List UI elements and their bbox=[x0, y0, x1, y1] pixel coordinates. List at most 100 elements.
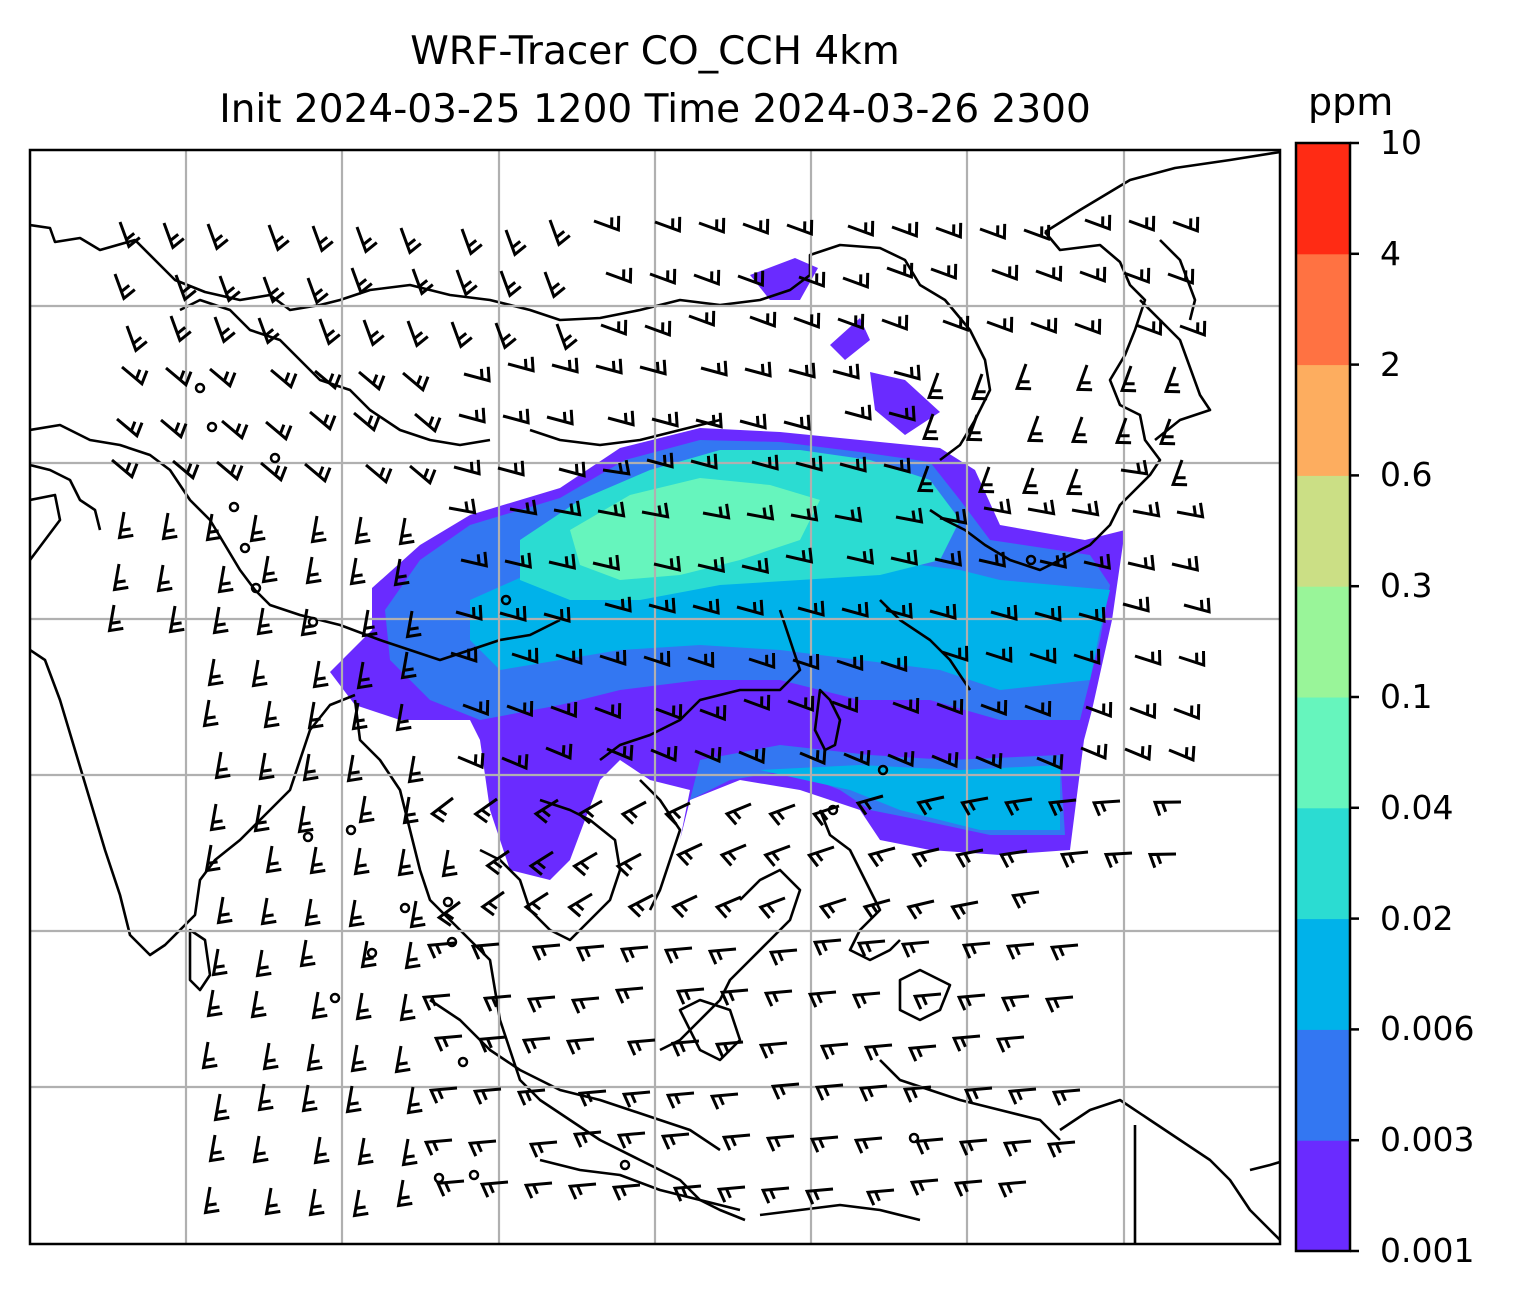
wind-barb bbox=[558, 461, 586, 478]
wind-barb bbox=[448, 498, 477, 515]
wind-barb bbox=[499, 605, 527, 623]
wind-barb bbox=[844, 404, 872, 421]
colorbar-tick-label: 10 bbox=[1380, 123, 1422, 162]
wind-barb bbox=[709, 1092, 739, 1110]
wind-barb bbox=[161, 512, 178, 541]
wind-barb bbox=[1027, 499, 1056, 516]
wind-barb bbox=[265, 420, 293, 442]
wind-barb bbox=[716, 1185, 746, 1203]
wind-barb bbox=[570, 996, 600, 1014]
wind-barb bbox=[592, 554, 621, 571]
wind-barb bbox=[721, 1133, 751, 1151]
wind-barb bbox=[831, 696, 859, 714]
wind-barb bbox=[890, 549, 919, 566]
wind-barb bbox=[594, 703, 622, 720]
wind-barb bbox=[470, 942, 500, 960]
wind-barb bbox=[970, 373, 988, 401]
wind-barb bbox=[1000, 994, 1030, 1012]
wind-barb bbox=[202, 699, 219, 728]
wind-barb bbox=[886, 262, 914, 280]
wind-barb bbox=[504, 229, 527, 257]
wind-barb bbox=[620, 800, 647, 825]
wind-barb bbox=[602, 459, 631, 476]
wind-barb bbox=[436, 900, 461, 927]
chart-title-line-2: Init 2024-03-25 1200 Time 2024-03-26 230… bbox=[219, 87, 1091, 132]
wind-barb bbox=[1078, 607, 1106, 624]
wind-barb bbox=[916, 795, 945, 816]
wind-barb bbox=[1173, 704, 1201, 721]
wind-barb bbox=[311, 991, 328, 1020]
wind-barb bbox=[1026, 415, 1044, 443]
wind-barb bbox=[1044, 995, 1074, 1013]
wind-barb bbox=[572, 1130, 602, 1148]
wind-barb bbox=[960, 796, 989, 816]
wind-barb bbox=[156, 564, 173, 593]
wind-barb bbox=[213, 316, 236, 344]
calm-wind-circle bbox=[307, 616, 319, 628]
wind-barb bbox=[929, 603, 957, 621]
wind-barb bbox=[1179, 320, 1207, 338]
wind-barb bbox=[545, 743, 573, 761]
wind-barb bbox=[690, 453, 718, 470]
wind-barb bbox=[350, 1044, 367, 1073]
wind-barb bbox=[627, 893, 654, 918]
wind-barb bbox=[643, 650, 671, 668]
calm-wind-circle bbox=[329, 992, 341, 1004]
wind-barb bbox=[577, 1089, 607, 1107]
wind-barb bbox=[1122, 596, 1150, 613]
wind-barb bbox=[616, 1131, 646, 1149]
wind-barb bbox=[1176, 502, 1205, 519]
calm-wind-circle bbox=[500, 594, 512, 606]
wind-barb bbox=[749, 311, 777, 329]
wind-barb bbox=[695, 412, 723, 429]
colorbar-tick-label: 0.6 bbox=[1380, 455, 1433, 495]
wind-barb bbox=[206, 989, 223, 1018]
wind-barb bbox=[644, 320, 672, 338]
wind-barb bbox=[895, 507, 924, 524]
wind-barb bbox=[1039, 552, 1068, 569]
wind-barb bbox=[353, 411, 381, 433]
wind-barb bbox=[426, 941, 456, 959]
wind-barb bbox=[1158, 418, 1176, 446]
wind-barb bbox=[663, 946, 693, 964]
wind-barb bbox=[650, 745, 678, 763]
wind-barb bbox=[606, 744, 634, 762]
wind-barb bbox=[429, 796, 454, 823]
wind-barb bbox=[460, 551, 489, 568]
wind-barb bbox=[793, 312, 821, 330]
wind-barb bbox=[473, 797, 498, 824]
wind-barb bbox=[435, 1179, 465, 1197]
wind-barb bbox=[1083, 553, 1112, 570]
colorbar-segment bbox=[1296, 697, 1350, 809]
wind-barb bbox=[998, 849, 1028, 868]
wind-barb bbox=[856, 939, 886, 957]
wind-barb bbox=[1035, 265, 1063, 283]
wind-barb bbox=[263, 700, 280, 729]
wind-barb bbox=[881, 314, 909, 332]
wind-barb bbox=[567, 1182, 597, 1200]
wind-barb bbox=[311, 225, 334, 253]
wind-barb bbox=[523, 891, 549, 917]
wind-barb bbox=[553, 500, 582, 517]
wind-barb bbox=[576, 799, 603, 825]
wind-barb bbox=[260, 897, 277, 926]
wind-barb bbox=[404, 941, 421, 970]
wind-barb bbox=[891, 221, 919, 239]
wind-barb bbox=[358, 370, 386, 392]
wind-barb bbox=[472, 1087, 502, 1105]
wind-barb bbox=[788, 362, 816, 379]
wind-barb bbox=[352, 1189, 369, 1218]
wind-barb bbox=[354, 516, 371, 545]
wind-barb bbox=[168, 605, 185, 634]
wind-barb bbox=[719, 843, 747, 867]
wind-barb bbox=[304, 462, 332, 484]
calm-wind-circle bbox=[827, 804, 839, 816]
wind-barb bbox=[1134, 649, 1162, 666]
wind-barb bbox=[743, 694, 771, 712]
wind-barb bbox=[765, 1134, 795, 1152]
wind-barb bbox=[117, 511, 134, 540]
wind-barb bbox=[201, 1041, 218, 1070]
wind-barb bbox=[1163, 366, 1181, 394]
wind-barb bbox=[555, 648, 583, 665]
